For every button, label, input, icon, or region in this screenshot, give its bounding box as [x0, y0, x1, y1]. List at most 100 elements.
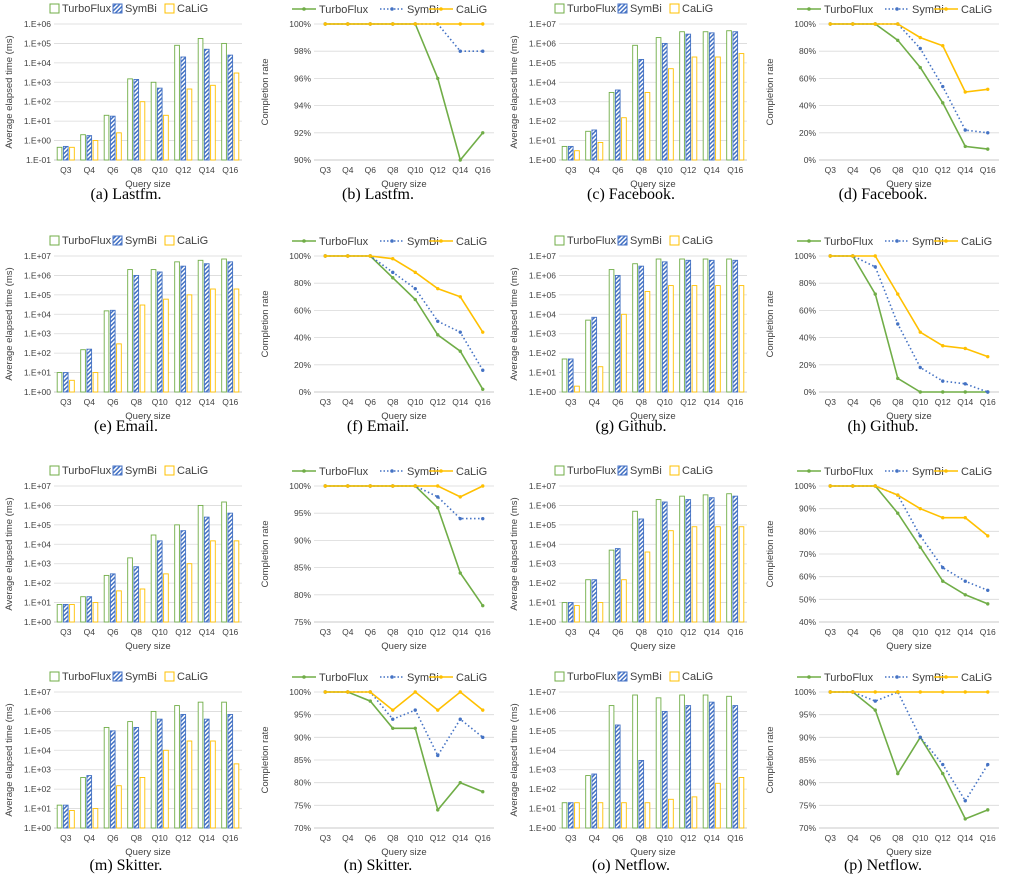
bar-turboflux-q4 [585, 130, 591, 161]
bar-symbi-q3 [62, 804, 69, 829]
legend-label: SymBi [407, 236, 439, 248]
point-turboflux-q10 [918, 390, 922, 394]
x-tick-label: Q14 [199, 397, 215, 407]
y-tick-label: 1.E+02 [24, 784, 51, 794]
bar-symbi-q14 [203, 718, 210, 829]
point-calig-q8 [896, 22, 900, 26]
bar-symbi-q16 [227, 261, 234, 393]
bar-symbi-q14 [708, 701, 715, 829]
x-tick-label: Q3 [320, 397, 332, 407]
bar-turboflux-q12 [679, 258, 685, 393]
bar-calig-q16 [738, 526, 745, 623]
x-tick-label: Q4 [342, 397, 354, 407]
bar-turboflux-q10 [655, 697, 662, 829]
y-axis-title: Completion rate [765, 290, 776, 357]
bar-calig-q8 [644, 290, 651, 393]
x-tick-label: Q3 [320, 165, 332, 175]
point-calig-q10 [413, 270, 417, 275]
bar-calig-q3 [69, 604, 75, 623]
x-axis-title: Query size [381, 641, 426, 652]
legend-label: SymBi [912, 4, 944, 16]
line-symbi [830, 23, 988, 134]
bar-symbi-q4 [86, 348, 93, 393]
y-tick-label: 1.E+00 [529, 155, 556, 165]
legend-label: TurboFlux [319, 4, 369, 16]
legend-marker [302, 7, 306, 11]
point-turboflux-q6 [873, 292, 877, 296]
x-tick-label: Q10 [657, 833, 673, 843]
x-tick-label: Q3 [60, 397, 72, 407]
bar-turboflux-q8 [632, 694, 638, 829]
bar-calig-q3 [69, 810, 75, 829]
line-calig [830, 485, 989, 537]
chart-panel-6: TurboFlux SymBi CaLiG 0% 20% 40% 60% 80% 100% Q3 Q… [252, 232, 504, 447]
bar-calig-q12 [691, 56, 698, 161]
y-tick-label: 1.E+03 [24, 559, 51, 569]
y-tick-label: 1.E+02 [529, 784, 556, 794]
bar-symbi-q10 [661, 710, 668, 829]
legend-swatch-turboflux [554, 3, 565, 14]
bar-turboflux-q14 [197, 504, 204, 623]
y-tick-label: 20% [294, 360, 311, 370]
point-calig-q8 [896, 690, 900, 694]
bar-symbi-q12 [685, 259, 692, 393]
point-calig-q4 [851, 22, 855, 26]
x-tick-label: Q16 [980, 627, 996, 637]
line-chart: TurboFlux SymBi CaLiG 0% 20% 40% 60% 80% 100% Q3 Q… [765, 236, 999, 422]
bar-symbi-q14 [203, 263, 210, 393]
y-tick-label: 100% [289, 251, 311, 261]
line-turboflux [325, 23, 484, 162]
x-tick-label: Q4 [589, 833, 601, 843]
bar-turboflux-q16 [221, 701, 227, 829]
point-symbi-q16 [481, 516, 485, 521]
legend-marker [390, 239, 394, 243]
bar-calig-q6 [116, 785, 122, 829]
bar-symbi-q14 [708, 259, 715, 393]
legend-label: TurboFlux [62, 3, 112, 15]
bar-symbi-q16 [732, 259, 739, 393]
x-axis-title: Query size [886, 641, 931, 652]
y-tick-label: 1.E+04 [529, 309, 556, 319]
line-calig [830, 255, 989, 358]
legend-swatch-calig [669, 671, 680, 682]
y-tick-label: 1.E+04 [24, 745, 51, 755]
point-calig-q14 [458, 690, 462, 694]
bar-calig-q6 [116, 590, 122, 623]
point-turboflux-q10 [413, 297, 417, 302]
bar-calig-q14 [715, 782, 721, 829]
point-turboflux-q16 [481, 790, 485, 794]
bar-calig-q8 [139, 776, 146, 829]
x-tick-label: Q3 [825, 627, 837, 637]
bar-symbi-q12 [685, 499, 692, 623]
y-tick-label: 1.E+02 [24, 97, 51, 107]
bar-symbi-q16 [227, 713, 234, 829]
point-calig-q12 [436, 286, 440, 291]
point-calig-q10 [918, 690, 922, 694]
point-calig-q8 [391, 22, 395, 26]
bar-turboflux-q12 [679, 495, 685, 623]
x-tick-label: Q6 [365, 833, 377, 843]
x-tick-label: Q8 [387, 397, 399, 407]
line-symbi [325, 255, 484, 371]
x-tick-label: Q8 [892, 833, 904, 843]
point-symbi-q16 [481, 735, 485, 740]
bar-turboflux-q4 [80, 349, 86, 393]
chart-panel-1: TurboFlux SymBi CaLiG 1.E-01 1.E+00 1.E+01 1.E… [0, 0, 252, 215]
legend-label: SymBi [407, 672, 439, 684]
point-symbi-q10 [413, 708, 417, 712]
point-calig-q14 [963, 90, 967, 94]
point-turboflux-q8 [896, 511, 900, 515]
bar-symbi-q10 [661, 42, 668, 161]
point-calig-q12 [941, 44, 945, 48]
bar-calig-q16 [738, 285, 745, 393]
bar-symbi-q10 [661, 501, 668, 623]
line-symbi [830, 690, 989, 803]
point-symbi-q10 [918, 365, 922, 370]
bar-turboflux-q10 [150, 269, 157, 393]
y-tick-label: 80% [294, 778, 311, 788]
legend-label: CaLiG [177, 3, 208, 15]
bar-symbi-q16 [732, 705, 739, 829]
x-tick-label: Q6 [365, 165, 377, 175]
x-tick-label: Q6 [107, 397, 119, 407]
bar-turboflux-q4 [585, 579, 591, 623]
